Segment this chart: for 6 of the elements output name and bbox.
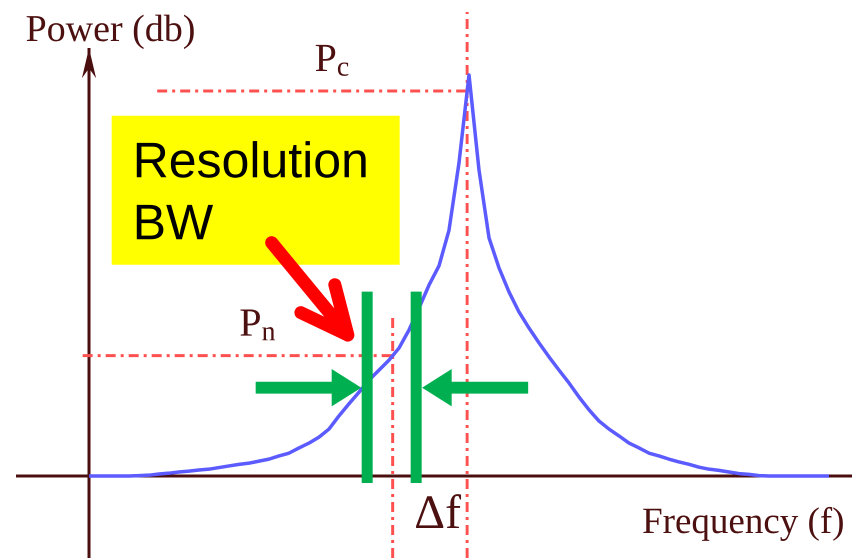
ref-line-label: P$_{c}$ bbox=[316, 44, 348, 76]
ref-line-label: P$_{n}$ bbox=[240, 309, 276, 340]
x-axis-title: Frequency (f) bbox=[643, 506, 843, 541]
text: Δf bbox=[416, 494, 462, 528]
annotation: Resolution BW bbox=[136, 140, 366, 240]
y-axis-title: Power (db) bbox=[26, 14, 194, 49]
